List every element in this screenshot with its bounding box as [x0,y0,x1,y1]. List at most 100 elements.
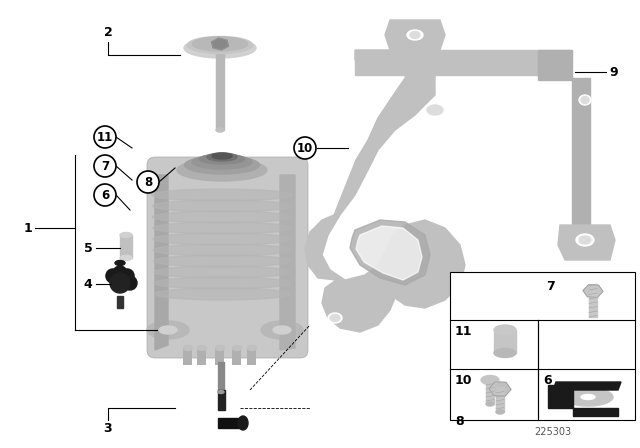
Ellipse shape [581,395,595,400]
Ellipse shape [496,410,504,414]
Bar [486,380,494,404]
Bar [215,347,224,365]
Ellipse shape [216,345,225,350]
Circle shape [110,273,130,293]
Ellipse shape [410,31,420,39]
Polygon shape [212,38,228,50]
Ellipse shape [188,36,253,53]
Text: 11: 11 [97,130,113,143]
Text: 9: 9 [610,65,618,78]
Ellipse shape [154,288,290,300]
Ellipse shape [218,391,224,393]
Ellipse shape [427,105,443,115]
Bar [197,347,206,365]
Text: 10: 10 [297,142,313,155]
Circle shape [294,137,316,159]
Ellipse shape [216,128,224,132]
Bar [450,272,635,420]
Text: 6: 6 [543,374,552,387]
Ellipse shape [494,325,516,335]
Polygon shape [356,226,422,280]
Ellipse shape [153,244,291,256]
Polygon shape [538,50,590,240]
Ellipse shape [177,159,267,181]
Ellipse shape [563,388,613,406]
Polygon shape [385,20,445,50]
Ellipse shape [120,255,132,260]
Ellipse shape [153,233,291,245]
Text: 3: 3 [104,422,112,435]
Ellipse shape [113,266,127,280]
Polygon shape [558,225,615,260]
Ellipse shape [494,349,516,358]
Text: 7: 7 [546,280,555,293]
Ellipse shape [232,345,241,350]
Ellipse shape [261,321,303,339]
Ellipse shape [328,313,342,323]
Text: 5: 5 [84,241,92,254]
Ellipse shape [481,375,499,384]
Bar [117,296,123,308]
Bar [183,347,192,365]
Ellipse shape [248,345,257,350]
Ellipse shape [192,155,252,169]
Text: 7: 7 [101,159,109,172]
Text: 6: 6 [101,189,109,202]
Polygon shape [305,50,465,332]
Bar [218,390,225,410]
Polygon shape [155,175,168,350]
Polygon shape [548,385,618,416]
Polygon shape [553,382,621,390]
Bar [247,347,256,365]
Polygon shape [583,285,603,297]
Polygon shape [355,50,570,75]
Text: 2: 2 [104,26,113,39]
Ellipse shape [407,30,423,40]
Ellipse shape [120,233,132,237]
Ellipse shape [120,269,134,283]
Circle shape [94,184,116,206]
Circle shape [94,155,116,177]
Ellipse shape [486,402,494,406]
Ellipse shape [159,326,177,334]
Ellipse shape [200,154,244,164]
Circle shape [137,171,159,193]
Ellipse shape [184,38,256,58]
Polygon shape [350,220,430,285]
Ellipse shape [579,236,591,244]
Bar [216,45,224,130]
Bar [120,235,132,258]
Ellipse shape [273,326,291,334]
Bar [496,387,504,412]
Bar [218,418,243,428]
Ellipse shape [581,96,589,103]
Text: 8: 8 [144,176,152,189]
FancyBboxPatch shape [147,157,308,358]
Ellipse shape [330,314,340,322]
Ellipse shape [238,416,248,430]
Ellipse shape [153,222,291,234]
Ellipse shape [154,277,290,289]
Ellipse shape [198,345,207,350]
Bar [232,347,241,365]
Text: 1: 1 [24,221,33,234]
Ellipse shape [154,255,291,267]
Bar [218,362,224,392]
Ellipse shape [193,37,248,51]
Ellipse shape [115,260,125,266]
Ellipse shape [184,345,193,350]
Circle shape [94,126,116,148]
Ellipse shape [123,276,137,290]
Ellipse shape [154,266,291,278]
Ellipse shape [147,321,189,339]
Text: 8: 8 [455,415,463,428]
Ellipse shape [207,153,237,161]
Polygon shape [280,175,295,350]
Polygon shape [494,330,516,353]
Ellipse shape [212,153,232,159]
Ellipse shape [184,156,259,174]
Ellipse shape [424,103,446,117]
Ellipse shape [152,200,292,212]
Text: 11: 11 [455,325,472,338]
Text: 4: 4 [84,277,92,290]
